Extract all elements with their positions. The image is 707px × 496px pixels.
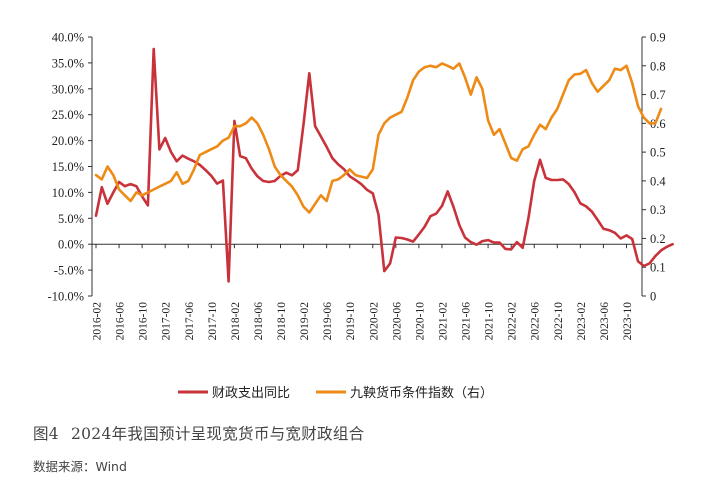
- x-tick-label: 2023-10: [622, 302, 634, 341]
- y-left-tick-label: 40.0%: [52, 31, 84, 45]
- x-tick-label: 2016-06: [115, 302, 127, 341]
- x-tick-label: 2021-02: [437, 302, 449, 341]
- y-right-tick-label: 0.7: [650, 88, 666, 102]
- chart-canvas: -10.0% -5.0% 0.0% 5.0% 10.0% 15.0% 20.0% 25.0% 3…: [48, 31, 674, 401]
- x-tick-label: 2020-10: [414, 302, 426, 341]
- chart-plot-area: [94, 47, 674, 283]
- y-left-tick-label: -5.0%: [54, 264, 84, 278]
- x-tick-label: 2023-02: [576, 302, 588, 341]
- y-right-tick-label: 0.5: [650, 146, 666, 160]
- figure-label: 图4: [33, 425, 59, 443]
- x-tick-label: 2018-10: [276, 302, 288, 341]
- y-right-tick-label: 0: [650, 290, 656, 304]
- x-tick-label: 2020-02: [368, 302, 380, 341]
- x-tick-label: 2017-10: [207, 302, 219, 341]
- y-left-tick-label: 10.0%: [52, 186, 84, 200]
- x-tick-label: 2019-10: [345, 302, 357, 341]
- x-tick-label: 2016-10: [138, 302, 150, 341]
- figure-caption: 图4 2024年我国预计呈现宽货币与宽财政组合: [33, 422, 364, 444]
- legend-label-fiscal: 财政支出同比: [212, 386, 290, 401]
- y-left-tick-label: 5.0%: [58, 212, 84, 226]
- series-line-fiscal: [94, 47, 674, 283]
- figure-title: 2024年我国预计呈现宽货币与宽财政组合: [70, 425, 365, 443]
- y-left-tick-label: 15.0%: [52, 160, 84, 174]
- y-right-tick-label: 0.6: [650, 117, 666, 131]
- x-tick-label: 2019-02: [299, 302, 311, 341]
- y-right-tick-label: 0.8: [650, 59, 666, 73]
- y-left-tick-label: 25.0%: [52, 108, 84, 122]
- x-tick-label: 2021-06: [461, 302, 473, 341]
- x-tick-label: 2022-06: [530, 302, 542, 341]
- legend-label-monetary: 九鞅货币条件指数（右）: [350, 385, 493, 401]
- x-tick-label: 2018-02: [230, 302, 242, 341]
- chart-axes: -10.0% -5.0% 0.0% 5.0% 10.0% 15.0% 20.0% 25.0% 3…: [48, 31, 667, 341]
- y-left-tick-label: 30.0%: [52, 82, 84, 96]
- y-right-tick-label: 0.3: [650, 203, 666, 217]
- y-right-tick-label: 0.9: [650, 31, 666, 45]
- y-left-tick-label: 20.0%: [52, 134, 84, 148]
- y-left-tick-label: -10.0%: [48, 290, 84, 304]
- x-tick-label: 2018-06: [253, 302, 265, 341]
- x-tick-label: 2020-06: [391, 302, 403, 341]
- x-tick-label: 2016-02: [92, 302, 104, 341]
- chart-legend: 财政支出同比 九鞅货币条件指数（右）: [178, 385, 493, 401]
- series-line-monetary: [94, 62, 663, 214]
- y-left-tick-label: 0.0%: [58, 238, 84, 252]
- x-tick-label: 2022-02: [507, 302, 519, 341]
- x-tick-label: 2019-06: [322, 302, 334, 341]
- x-tick-label: 2017-06: [184, 302, 196, 341]
- y-right-tick-label: 0.4: [650, 174, 666, 188]
- data-source: 数据来源：Wind: [33, 459, 127, 474]
- y-right-tick-label: 0.2: [650, 232, 666, 246]
- x-tick-label: 2022-10: [553, 302, 565, 341]
- y-left-tick-label: 35.0%: [52, 56, 84, 70]
- x-tick-label: 2023-06: [599, 302, 611, 341]
- x-tick-label: 2017-02: [161, 302, 173, 341]
- x-tick-label: 2021-10: [484, 302, 496, 341]
- y-right-tick-label: 0.1: [650, 261, 666, 275]
